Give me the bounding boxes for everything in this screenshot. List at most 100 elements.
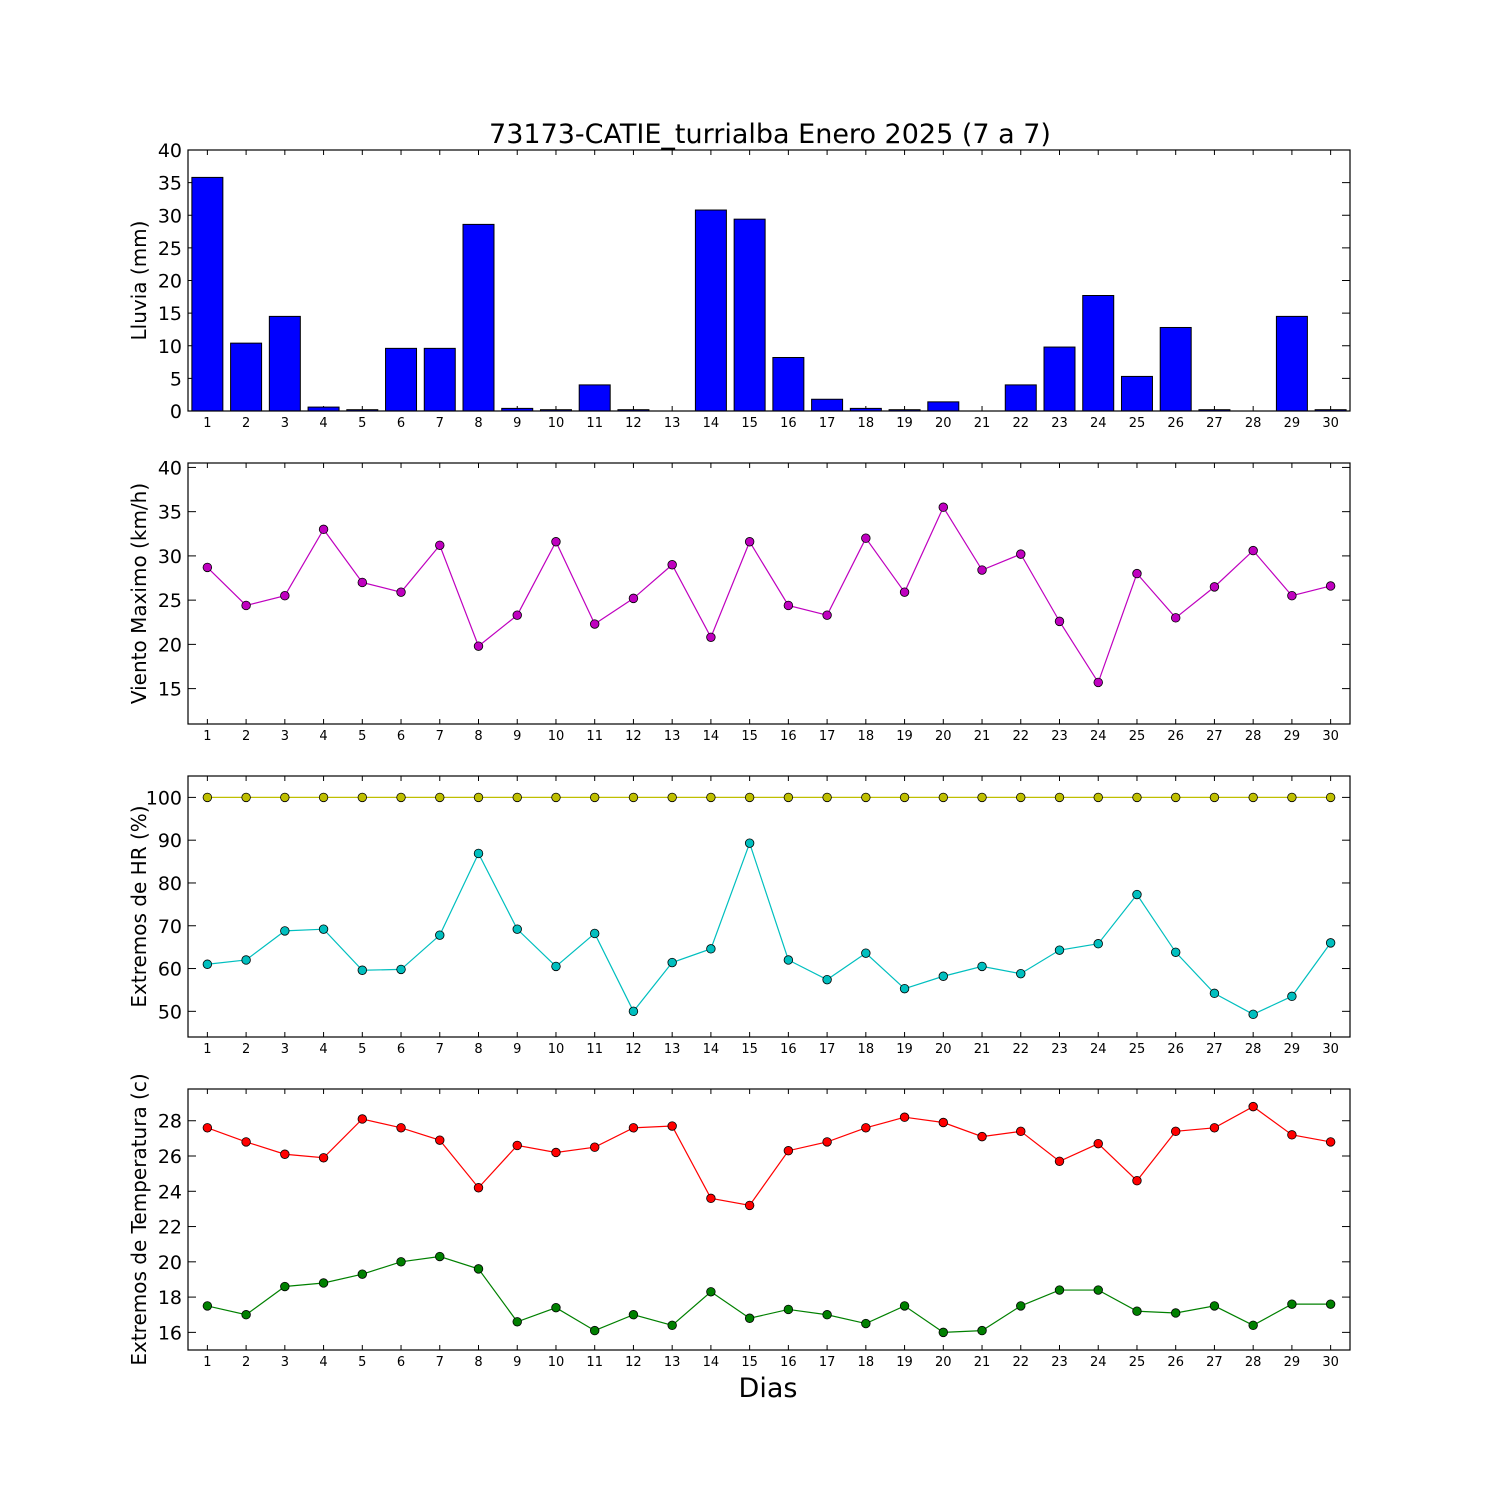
x-tick-label: 24 <box>1090 1355 1107 1370</box>
x-tick-label: 8 <box>474 729 482 744</box>
data-point <box>862 949 871 958</box>
x-tick-label: 5 <box>358 729 366 744</box>
data-point <box>435 1252 444 1261</box>
x-tick-label: 19 <box>896 1042 913 1057</box>
data-point <box>1249 793 1258 802</box>
data-point <box>784 793 793 802</box>
data-point <box>900 984 909 993</box>
x-tick-label: 20 <box>935 1042 952 1057</box>
x-tick-label: 9 <box>513 1042 521 1057</box>
data-point <box>203 793 212 802</box>
y-tick-label: 22 <box>158 1217 182 1239</box>
data-point <box>1094 1139 1103 1148</box>
data-point <box>1016 1302 1025 1311</box>
data-point <box>1055 617 1064 626</box>
y-tick-label: 5 <box>170 368 182 390</box>
x-tick-label: 16 <box>780 1042 797 1057</box>
x-axis-label: Dias <box>739 1373 798 1404</box>
y-tick-label: 26 <box>158 1146 182 1168</box>
x-tick-label: 14 <box>703 729 720 744</box>
x-tick-label: 27 <box>1206 729 1223 744</box>
data-point <box>629 594 638 603</box>
x-tick-label: 5 <box>358 1042 366 1057</box>
x-tick-label: 2 <box>242 1355 250 1370</box>
data-point <box>281 1150 290 1159</box>
x-tick-label: 12 <box>625 416 642 431</box>
data-point <box>900 1113 909 1122</box>
data-point <box>590 1326 599 1335</box>
x-tick-label: 6 <box>397 1355 405 1370</box>
bar <box>231 343 262 411</box>
y-axis-label: Viento Maximo (km/h) <box>127 483 151 704</box>
y-tick-label: 0 <box>170 401 182 423</box>
x-tick-label: 29 <box>1284 416 1301 431</box>
data-point <box>1133 1307 1142 1316</box>
x-tick-label: 13 <box>664 416 681 431</box>
data-point <box>1094 678 1103 687</box>
data-point <box>1210 1123 1219 1132</box>
data-point <box>242 793 251 802</box>
x-tick-label: 21 <box>974 1042 991 1057</box>
data-point <box>900 793 909 802</box>
x-tick-label: 23 <box>1051 1042 1068 1057</box>
data-point <box>1094 1286 1103 1295</box>
data-point <box>1326 582 1335 591</box>
x-tick-label: 30 <box>1322 1355 1339 1370</box>
x-tick-label: 9 <box>513 416 521 431</box>
data-point <box>900 1302 909 1311</box>
y-tick-label: 60 <box>158 959 182 981</box>
x-tick-label: 19 <box>896 729 913 744</box>
x-tick-label: 10 <box>548 1042 565 1057</box>
x-tick-label: 29 <box>1284 1355 1301 1370</box>
data-point <box>242 1310 251 1319</box>
data-point <box>552 537 561 546</box>
bar <box>463 224 494 411</box>
data-point <box>1249 1321 1258 1330</box>
y-tick-label: 15 <box>158 679 182 701</box>
data-point <box>474 1265 483 1274</box>
data-point <box>1171 1309 1180 1318</box>
y-tick-label: 20 <box>158 1252 182 1274</box>
y-tick-label: 24 <box>158 1181 182 1203</box>
data-point <box>203 960 212 969</box>
x-tick-label: 7 <box>436 416 444 431</box>
x-tick-label: 20 <box>935 416 952 431</box>
bar <box>1121 376 1152 411</box>
x-tick-label: 11 <box>586 1355 603 1370</box>
x-tick-label: 4 <box>319 1042 327 1057</box>
x-tick-label: 12 <box>625 729 642 744</box>
x-tick-label: 21 <box>974 729 991 744</box>
data-point <box>1016 1127 1025 1136</box>
data-point <box>1016 969 1025 978</box>
x-tick-label: 25 <box>1129 416 1146 431</box>
x-tick-label: 20 <box>935 1355 952 1370</box>
data-point <box>707 1194 716 1203</box>
data-point <box>474 849 483 858</box>
data-point <box>1171 948 1180 957</box>
x-tick-label: 1 <box>203 1042 211 1057</box>
x-tick-label: 22 <box>1012 1042 1029 1057</box>
y-tick-label: 50 <box>158 1001 182 1023</box>
data-point <box>823 1310 832 1319</box>
y-tick-label: 18 <box>158 1287 182 1309</box>
x-tick-label: 14 <box>703 1042 720 1057</box>
data-point <box>1288 992 1297 1001</box>
data-point <box>823 1138 832 1147</box>
x-tick-label: 7 <box>436 1355 444 1370</box>
x-tick-label: 4 <box>319 1355 327 1370</box>
data-point <box>513 793 522 802</box>
data-point <box>358 1115 367 1124</box>
data-point <box>397 588 406 597</box>
x-tick-label: 7 <box>436 729 444 744</box>
x-tick-label: 28 <box>1245 1042 1262 1057</box>
x-tick-label: 12 <box>625 1042 642 1057</box>
x-tick-label: 28 <box>1245 729 1262 744</box>
data-point <box>397 793 406 802</box>
x-tick-label: 18 <box>858 416 875 431</box>
x-tick-label: 25 <box>1129 1042 1146 1057</box>
x-tick-label: 26 <box>1167 729 1184 744</box>
data-point <box>939 1328 948 1337</box>
data-point <box>978 1326 987 1335</box>
